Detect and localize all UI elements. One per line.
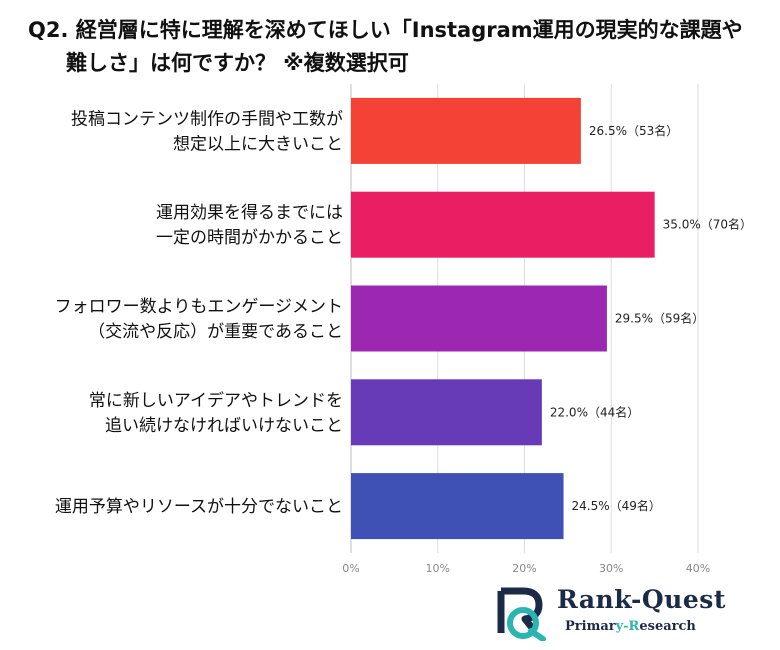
- x-tick-label: 30%: [599, 562, 623, 575]
- rank-quest-logo-mark-icon: [497, 587, 546, 641]
- category-label: 運用予算やリソースが十分でないこと: [55, 497, 343, 517]
- category-label: （交流や反応）が重要であること: [88, 322, 343, 342]
- bar: [351, 97, 581, 164]
- bar: [351, 473, 564, 540]
- x-tick-label: 10%: [426, 562, 450, 575]
- category-label: 運用効果を得るまでには: [156, 203, 343, 223]
- logo-subtitle-suffix: esearch: [639, 619, 696, 634]
- category-label: 常に新しいアイデアやトレンドを: [89, 390, 343, 411]
- bar-value-label: 26.5%（53名）: [589, 123, 678, 138]
- category-label: フォロワー数よりもエンゲージメント: [55, 297, 343, 317]
- category-label: 想定以上に大きいこと: [173, 134, 343, 154]
- bar-value-label: 24.5%（49名）: [572, 498, 661, 513]
- chart-title-line-1: Q2. 経営層に特に理解を深めてほしい「Instagram運用の現実的な課題や: [28, 18, 743, 42]
- category-label: 追い続けなければいけないこと: [105, 416, 343, 436]
- logo-name: Rank-Quest: [557, 585, 726, 614]
- chart-title: Q2. 経営層に特に理解を深めてほしい「Instagram運用の現実的な課題や …: [28, 14, 768, 80]
- category-label: 一定の時間がかかること: [156, 228, 343, 248]
- bar: [351, 379, 542, 446]
- logo-subtitle-highlight: y-R: [615, 619, 640, 634]
- bar: [351, 191, 655, 258]
- x-tick-label: 20%: [512, 562, 536, 575]
- bar-value-label: 29.5%（59名）: [615, 311, 704, 326]
- x-tick-label: 40%: [686, 562, 710, 575]
- bar-value-label: 35.0%（70名）: [663, 217, 752, 232]
- category-label: 投稿コンテンツ制作の手間や工数が: [71, 109, 343, 129]
- chart-title-line-2: 難しさ」は何ですか？ ※複数選択可: [66, 51, 409, 75]
- logo-subtitle-prefix: Primar: [565, 619, 616, 634]
- bar-value-label: 22.0%（44名）: [550, 404, 639, 419]
- logo-subtitle: Primary-Research: [565, 619, 696, 634]
- rank-quest-logo: Rank-Quest Primary-Research: [493, 585, 733, 645]
- bar: [351, 285, 607, 352]
- x-tick-label: 0%: [342, 562, 359, 575]
